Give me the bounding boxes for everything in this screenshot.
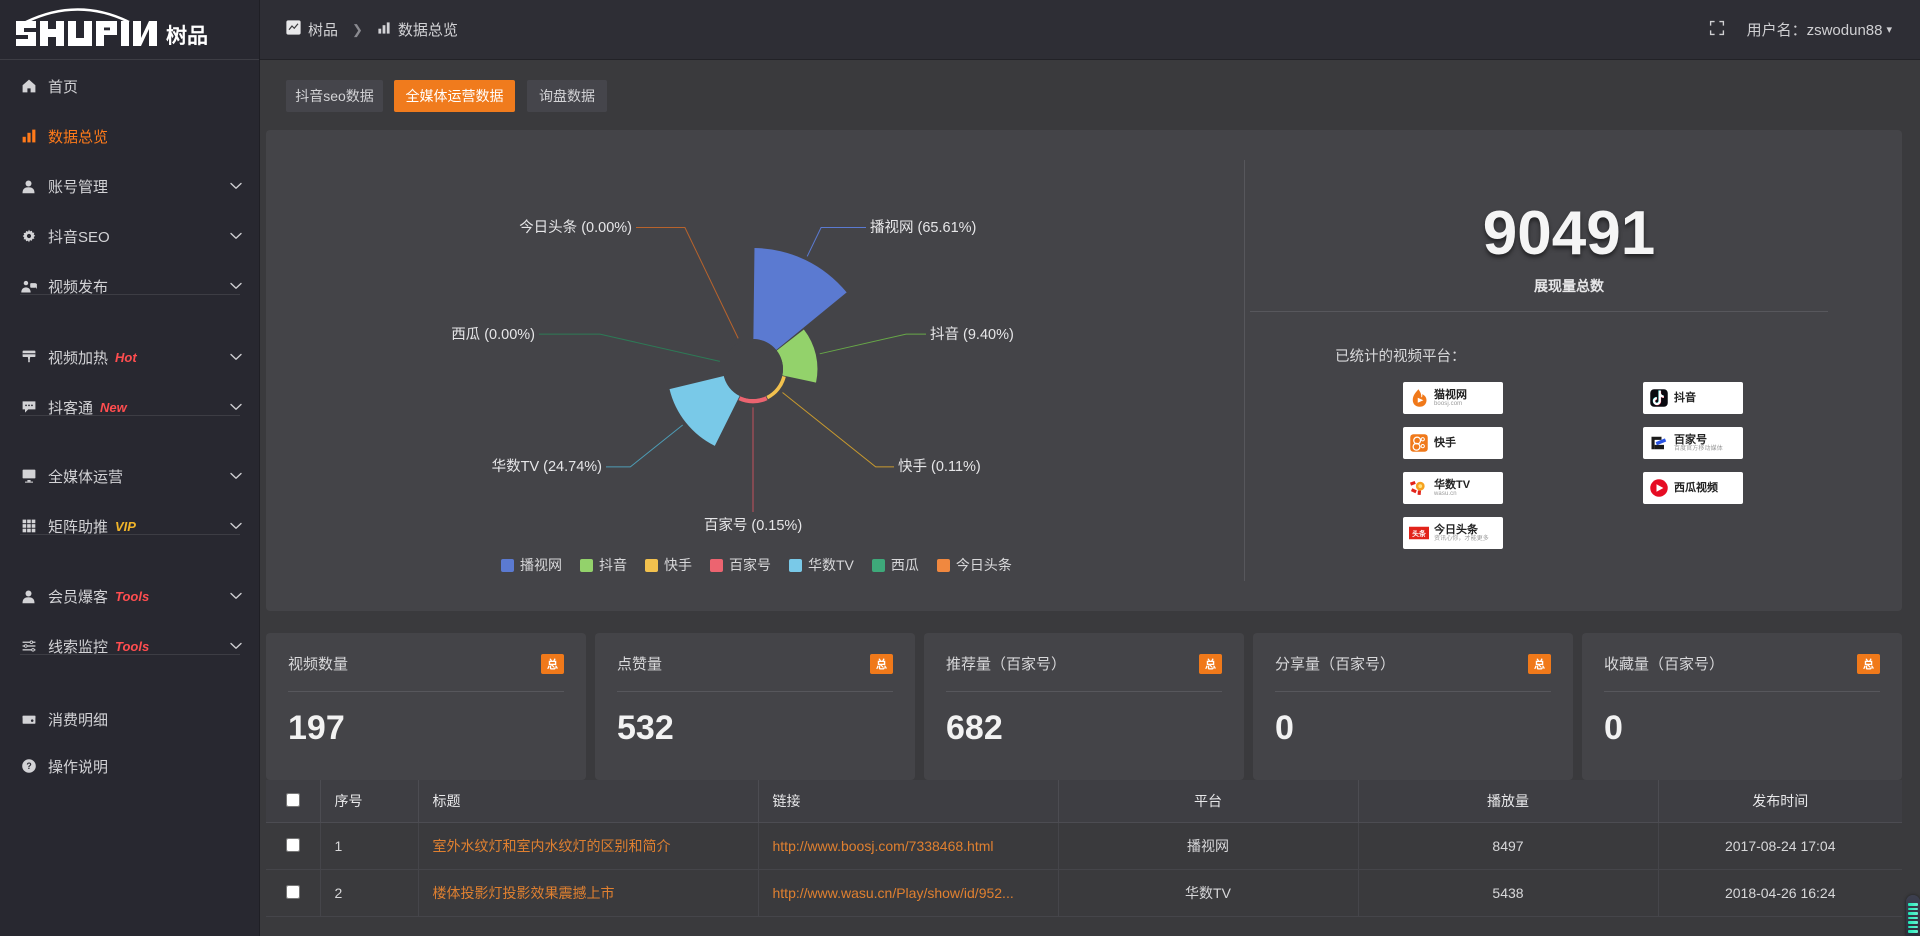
svg-text:华数TV (24.74%): 华数TV (24.74%) [492,458,602,475]
svg-text:抖音 (9.40%): 抖音 (9.40%) [930,326,1014,343]
svg-text:播视网 (65.61%): 播视网 (65.61%) [870,219,976,236]
svg-text:百家号 (0.15%): 百家号 (0.15%) [704,517,802,534]
svg-text:?: ? [26,761,31,771]
svg-text:快手 (0.11%): 快手 (0.11%) [898,458,981,475]
svg-text:树品: 树品 [166,24,208,48]
svg-text:今日头条 (0.00%): 今日头条 (0.00%) [519,219,632,236]
svg-text:西瓜 (0.00%): 西瓜 (0.00%) [451,327,535,343]
